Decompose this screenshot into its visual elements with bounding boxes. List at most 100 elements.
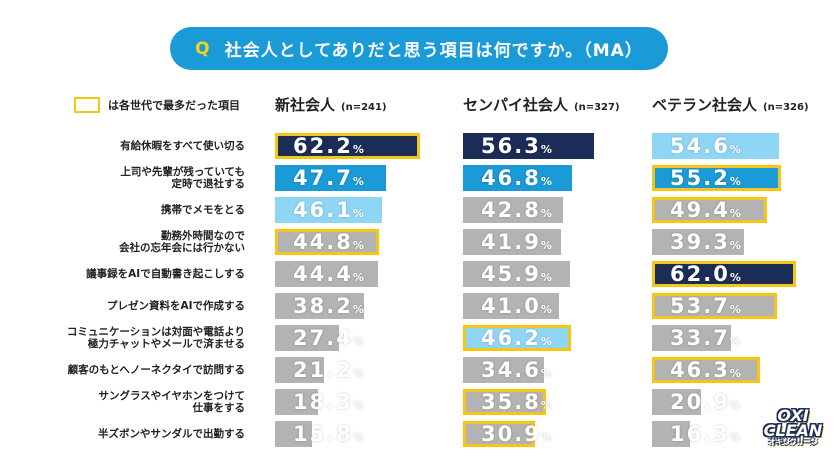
value-label: 46.3% <box>670 358 741 382</box>
sample-size: (n=241) <box>341 102 387 113</box>
bar <box>463 357 544 383</box>
value-label: 46.2% <box>481 326 552 350</box>
percent-sign: % <box>729 207 741 220</box>
percent-sign: % <box>540 175 552 188</box>
series-name: 新社会人 <box>275 96 336 114</box>
category-label: 半ズボンやサンダルで出勤する <box>98 428 245 440</box>
value-label: 30.9% <box>481 422 552 446</box>
bar <box>463 325 571 351</box>
value-label: 41.9% <box>481 230 552 254</box>
percent-sign: % <box>540 367 552 380</box>
percent-sign: % <box>352 143 364 156</box>
bar <box>275 229 380 255</box>
value-label: 55.2% <box>670 166 741 190</box>
column-header: ベテラン社会人 (n=326) <box>652 94 809 115</box>
value-label: 39.3% <box>670 230 741 254</box>
legend: は各世代で最多だった項目 <box>74 97 240 113</box>
value-label: 33.7% <box>670 326 741 350</box>
category-label: 議事録をAIで自動書き起こしする <box>86 268 245 280</box>
bar <box>652 389 701 415</box>
category-label: 有給休暇をすべて使い切る <box>120 140 245 152</box>
sample-size: (n=326) <box>763 102 809 113</box>
value-label: 18.3% <box>293 390 364 414</box>
question-text: 社会人としてありだと思う項目は何ですか。（MA） <box>224 41 643 61</box>
bar <box>275 197 383 223</box>
value-label: 35.8% <box>481 390 552 414</box>
category-label: 顧客のもとへノーネクタイで訪問する <box>67 364 245 376</box>
value-label: 27.4% <box>293 326 364 350</box>
bar <box>652 165 781 191</box>
bar <box>463 389 547 415</box>
value-label: 44.8% <box>293 230 364 254</box>
percent-sign: % <box>729 239 741 252</box>
percent-sign: % <box>729 367 741 380</box>
value-label: 53.7% <box>670 294 741 318</box>
percent-sign: % <box>729 431 741 444</box>
percent-sign: % <box>352 303 364 316</box>
bar <box>463 165 573 191</box>
bar <box>463 421 535 447</box>
series-name: センパイ社会人 <box>463 96 569 114</box>
bar <box>463 293 559 319</box>
percent-sign: % <box>729 143 741 156</box>
sample-size: (n=327) <box>574 102 620 113</box>
bar <box>652 293 778 319</box>
percent-sign: % <box>540 207 552 220</box>
bar <box>463 133 595 159</box>
value-label: 20.9% <box>670 390 741 414</box>
value-label: 49.4% <box>670 198 741 222</box>
category-label: 上司や先輩が残っていても 定時で退社する <box>120 166 245 190</box>
value-label: 21.2% <box>293 358 364 382</box>
bar <box>275 421 312 447</box>
percent-sign: % <box>540 271 552 284</box>
percent-sign: % <box>352 335 364 348</box>
bar <box>275 293 364 319</box>
value-label: 47.7% <box>293 166 364 190</box>
value-label: 44.4% <box>293 262 364 286</box>
bar <box>463 261 570 287</box>
value-label: 56.3% <box>481 134 552 158</box>
percent-sign: % <box>729 175 741 188</box>
category-label: コミュニケーションは対面や電話より 極力チャットやメールで済ませる <box>66 326 245 350</box>
oxiclean-logo: OXI CLEAN オキシクリーン <box>763 406 823 447</box>
column-header: 新社会人 (n=241) <box>275 94 387 115</box>
q-mark: Q <box>195 38 211 59</box>
value-label: 15.8% <box>293 422 364 446</box>
question-banner: Q 社会人としてありだと思う項目は何ですか。（MA） <box>170 27 668 70</box>
percent-sign: % <box>352 271 364 284</box>
bar <box>652 133 780 159</box>
category-label: 携帯でメモをとる <box>161 204 245 216</box>
percent-sign: % <box>540 303 552 316</box>
value-label: 34.6% <box>481 358 552 382</box>
bar <box>275 325 339 351</box>
percent-sign: % <box>729 399 741 412</box>
bar <box>652 357 760 383</box>
percent-sign: % <box>540 335 552 348</box>
legend-text: は各世代で最多だった項目 <box>108 99 240 112</box>
legend-highlight-swatch <box>74 97 100 113</box>
value-label: 46.8% <box>481 166 552 190</box>
value-label: 45.9% <box>481 262 552 286</box>
percent-sign: % <box>729 335 741 348</box>
bar <box>652 261 797 287</box>
percent-sign: % <box>540 431 552 444</box>
value-label: 42.8% <box>481 198 552 222</box>
percent-sign: % <box>352 367 364 380</box>
value-label: 38.2% <box>293 294 364 318</box>
percent-sign: % <box>352 175 364 188</box>
percent-sign: % <box>352 207 364 220</box>
category-label: プレゼン資料をAIで作成する <box>106 300 245 312</box>
percent-sign: % <box>352 239 364 252</box>
value-label: 16.3% <box>670 422 741 446</box>
bar <box>275 389 318 415</box>
category-label: サングラスやイヤホンをつけて 仕事をする <box>98 390 245 414</box>
percent-sign: % <box>540 239 552 252</box>
value-label: 62.2% <box>293 134 364 158</box>
bar <box>463 197 563 223</box>
value-label: 54.6% <box>670 134 741 158</box>
bar <box>652 197 768 223</box>
percent-sign: % <box>540 399 552 412</box>
value-label: 62.0% <box>670 262 741 286</box>
bar <box>463 229 561 255</box>
bar <box>275 165 387 191</box>
